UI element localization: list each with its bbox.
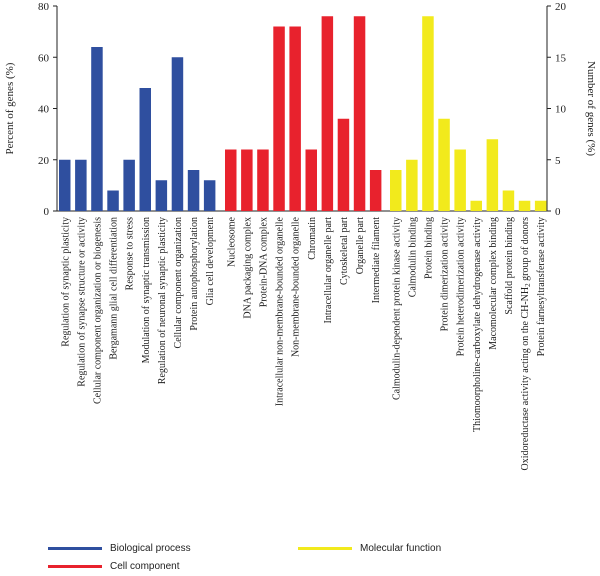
legend-swatch-molecular-function: [298, 547, 352, 550]
x-tick-label: Intracellular non-membrane-bounded organ…: [275, 216, 286, 406]
x-tick-label: Calmodulin binding: [407, 217, 418, 297]
bar-molecular-function: [486, 139, 499, 211]
y-axis-title-right: Number of genes (%): [585, 61, 597, 156]
x-tick-label: Regulation of synapse structure or activ…: [76, 217, 87, 387]
legend-swatch-cell-component: [48, 565, 102, 568]
bar-cell-component: [257, 149, 269, 211]
x-tick-label: Non-membrane-bounded organelle: [291, 216, 302, 357]
x-tick-label: Intracellular organelle part: [323, 217, 334, 324]
x-tick-label: Protein dimerization activity: [440, 217, 451, 331]
bar-cell-component: [305, 149, 317, 211]
x-tick-label: Oxidoreductase activity acting on the CH…: [520, 217, 532, 471]
x-tick-label: Modulation of synaptic transmission: [141, 217, 152, 363]
bar-cell-component: [289, 26, 301, 211]
chart-axes: 0 20 40 60 80 0 5 10 15 20 Percent of genes (%) Num…: [4, 1, 597, 218]
x-tick-label: Organelle part: [355, 217, 366, 275]
x-tick-label: Glia cell development: [205, 217, 216, 306]
legend-label-molecular-function: Molecular function: [360, 543, 442, 554]
x-tick-label: Bergamann glial cell differentiation: [109, 217, 120, 360]
x-tick-labels: Regulation of synaptic plasticity Regulat…: [60, 216, 547, 470]
x-tick-label: Protein heterodimerization activity: [456, 217, 467, 356]
x-tick-label: Cellular component organization or bioge…: [92, 217, 103, 404]
chart-bars: [59, 16, 547, 211]
x-tick-label: Response to stress: [125, 217, 136, 290]
x-tick-label: Macomolecular complex binding: [488, 217, 499, 350]
x-tick-label: DNA packaging complex: [242, 217, 253, 319]
bar-biological-process: [139, 88, 151, 211]
bar-molecular-function: [454, 149, 466, 211]
bar-molecular-function: [438, 118, 450, 211]
legend-item-biological-process: Biological process: [48, 543, 191, 554]
y-tick-label-right: 10: [555, 104, 567, 116]
y-axis-title-left: Percent of genes (%): [4, 62, 16, 154]
legend-label-cell-component: Cell component: [110, 561, 180, 572]
bar-biological-process: [123, 159, 135, 211]
x-tick-label: Nucleosome: [226, 216, 237, 267]
bar-biological-process: [91, 47, 103, 211]
bar-cell-component: [241, 149, 253, 211]
x-tick-label: Scaffold protein binding: [504, 217, 515, 315]
x-tick-label: Cytoskeletal part: [339, 217, 350, 285]
bar-biological-process: [171, 57, 184, 211]
legend-item-cell-component: Cell component: [48, 561, 179, 572]
bar-molecular-function: [422, 16, 434, 211]
x-tick-label: Protein autophosphorylation: [189, 217, 200, 331]
x-tick-label: Thiomoorpholine-carboxylate dehydrogenas…: [472, 217, 483, 432]
bar-biological-process: [107, 190, 119, 211]
bar-molecular-function: [534, 200, 547, 211]
y-tick-label-right: 5: [555, 155, 561, 167]
x-tick-label: Regulation of synaptic plasticity: [60, 217, 71, 347]
bar-molecular-function: [406, 159, 418, 211]
y-tick-label-left: 80: [38, 1, 50, 13]
bar-cell-component: [337, 118, 350, 211]
bar-biological-process: [187, 170, 200, 211]
legend-swatch-biological-process: [48, 547, 102, 550]
y-tick-label-left: 0: [44, 206, 50, 218]
bar-molecular-function: [470, 200, 482, 211]
x-tick-label: Protein-DNA complex: [258, 217, 269, 307]
x-tick-label: Regulation of neuronal synaptic plastici…: [157, 217, 168, 384]
bar-cell-component: [369, 170, 382, 211]
bar-cell-component: [273, 26, 285, 211]
x-tick-label: Protein binding: [423, 217, 434, 279]
bar-biological-process: [59, 159, 71, 211]
y-tick-label-left: 40: [38, 104, 50, 116]
x-tick-label: Calmodulin-dependent protein kinase acti…: [391, 217, 402, 400]
bar-molecular-function: [502, 190, 515, 211]
legend-label-biological-process: Biological process: [110, 543, 191, 554]
x-tick-label: Protein farnesyltransferase activity: [536, 217, 547, 356]
y-tick-label-right: 20: [555, 1, 567, 13]
bar-cell-component: [353, 16, 366, 211]
y-tick-label-right: 15: [555, 52, 567, 64]
y-tick-label-left: 20: [38, 155, 50, 167]
bar-molecular-function: [518, 200, 531, 211]
bar-biological-process: [155, 180, 168, 211]
bar-biological-process: [203, 180, 216, 211]
bar-biological-process: [75, 159, 87, 211]
legend-item-molecular-function: Molecular function: [298, 543, 441, 554]
y-tick-label-left: 60: [38, 52, 50, 64]
bar-cell-component: [225, 149, 237, 211]
bar-molecular-function: [390, 170, 402, 211]
x-tick-label: Intermediate filament: [371, 217, 382, 304]
bar-cell-component: [321, 16, 334, 211]
y-tick-label-right: 0: [555, 206, 561, 218]
x-tick-label: Cellular component organization: [173, 217, 184, 348]
x-tick-label: Chromatin: [307, 217, 318, 260]
